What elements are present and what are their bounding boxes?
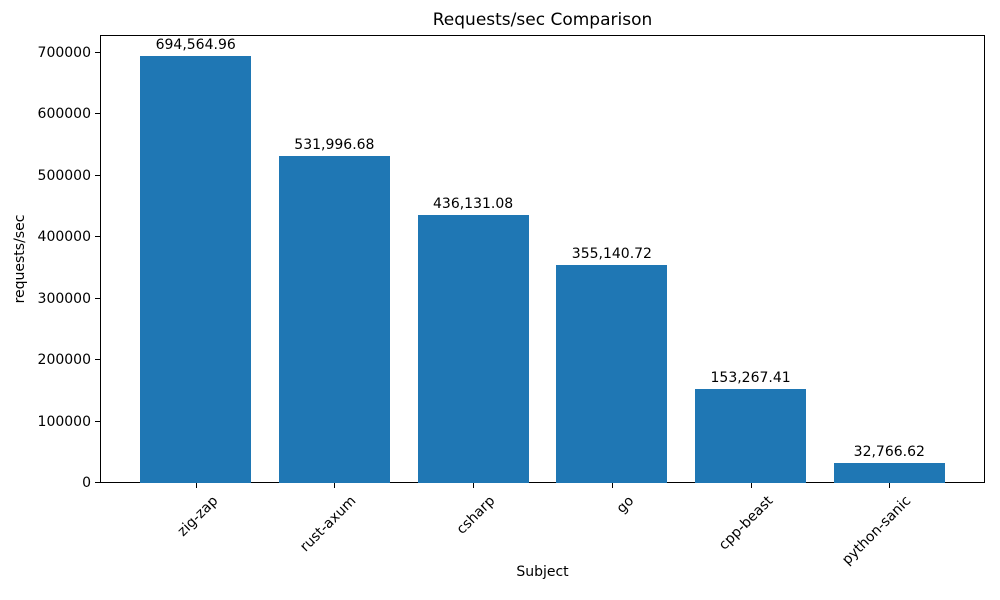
- y-tick: [95, 236, 100, 238]
- bar: [278, 156, 390, 483]
- bar: [140, 56, 252, 483]
- x-tick-label: zig-zap: [174, 493, 222, 540]
- y-tick: [95, 482, 100, 483]
- x-tick-label: go: [613, 493, 638, 517]
- x-tick-label: rust-axum: [297, 493, 360, 556]
- bar: [695, 388, 807, 483]
- x-tick-label: cpp-beast: [715, 493, 776, 554]
- y-tick-label: 200000: [37, 352, 91, 369]
- y-tick-label: 300000: [37, 290, 91, 307]
- y-tick: [95, 174, 100, 176]
- chart-title: Requests/sec Comparison: [432, 10, 653, 30]
- bar: [417, 215, 529, 483]
- x-tick: [750, 483, 752, 488]
- x-tick: [195, 483, 197, 488]
- y-tick: [95, 113, 100, 115]
- x-tick-label: csharp: [453, 493, 499, 538]
- x-axis-label: Subject: [516, 564, 569, 580]
- y-tick-label: 600000: [37, 106, 91, 123]
- bar-value-label: 153,267.41: [710, 369, 791, 386]
- y-tick-label: 700000: [37, 44, 91, 61]
- bar: [833, 462, 945, 483]
- bar-value-label: 531,996.68: [294, 137, 375, 154]
- y-tick: [95, 51, 100, 53]
- x-tick: [611, 483, 613, 488]
- y-tick: [95, 359, 100, 361]
- x-tick: [889, 483, 891, 488]
- y-tick: [95, 420, 100, 422]
- x-tick: [473, 483, 475, 488]
- y-tick-label: 0: [82, 475, 91, 491]
- y-tick-label: 100000: [37, 413, 91, 430]
- bar-value-label: 32,766.62: [853, 443, 925, 460]
- x-tick-label: python-sanic: [839, 493, 915, 569]
- y-tick-label: 400000: [37, 229, 91, 246]
- bar-value-label: 436,131.08: [433, 196, 514, 213]
- bar: [556, 264, 668, 483]
- y-tick: [95, 297, 100, 299]
- x-tick: [334, 483, 336, 488]
- bar-value-label: 355,140.72: [571, 245, 652, 262]
- y-tick-label: 500000: [37, 167, 91, 184]
- bar-value-label: 694,564.96: [155, 37, 236, 54]
